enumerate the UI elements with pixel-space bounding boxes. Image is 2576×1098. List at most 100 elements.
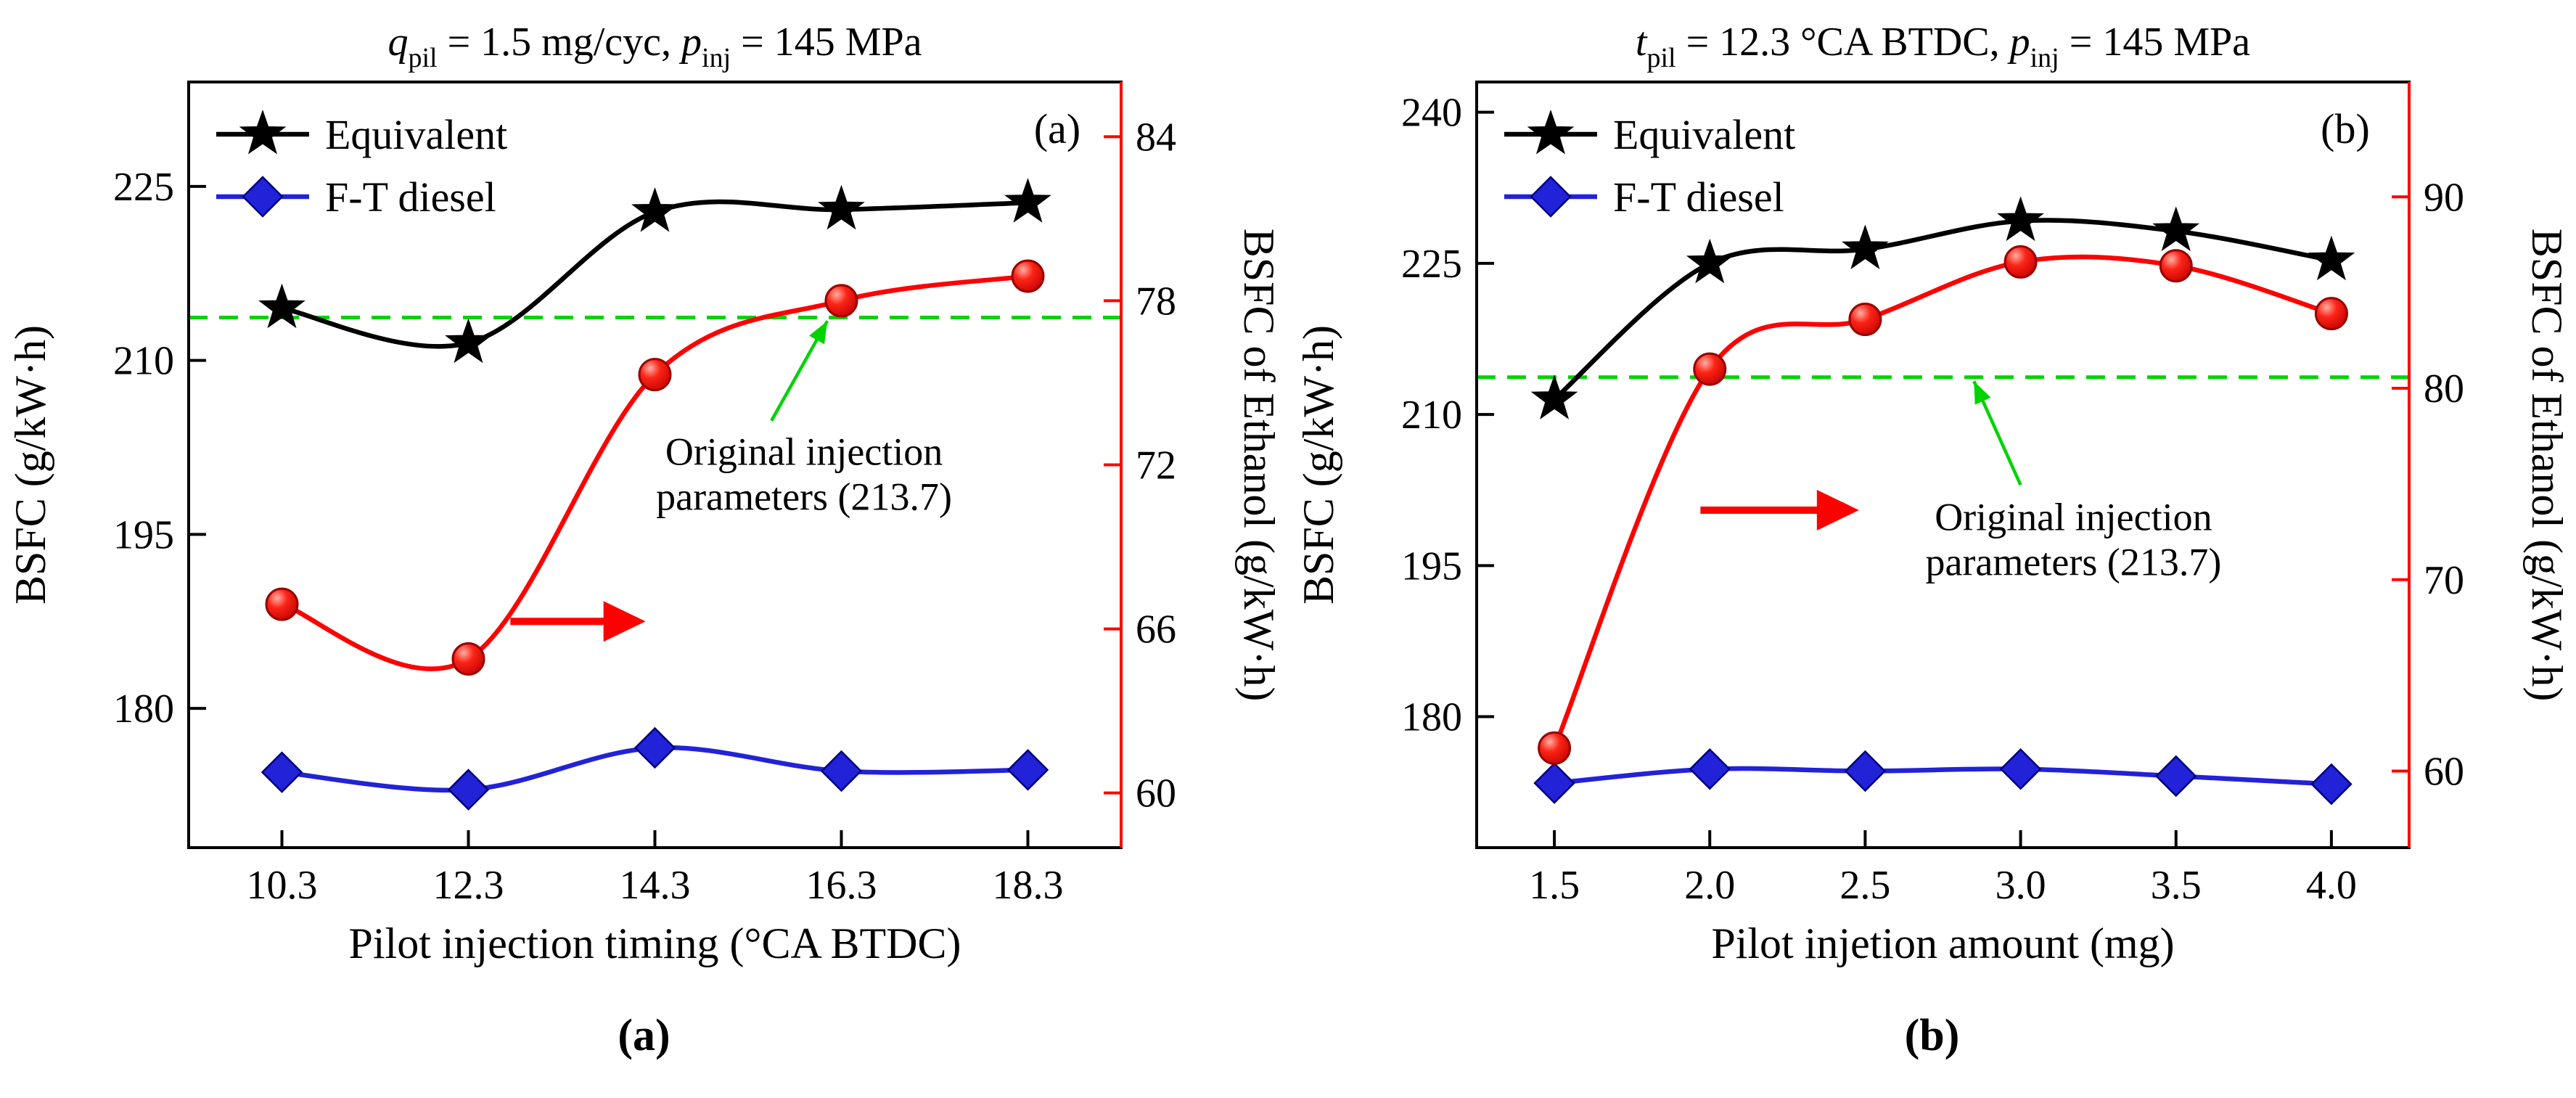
series-bsfc-of-ethanol [265,259,1045,676]
x-tick-label: 1.5 [1529,863,1580,908]
y-axis-right: 60 70 80 90 BSFC of Ethanol (g/kW·h) [2392,175,2571,795]
annotation-line: parameters (213.7) [656,475,952,519]
series-bsfc-of-ethanol [1538,245,2348,765]
x-tick-label: 3.0 [1995,863,2046,908]
circle-marker [638,358,672,392]
y-right-axis-label: BSFC of Ethanol (g/kW·h) [1235,229,1283,702]
y-left-tick-label: 180 [113,687,174,732]
star-marker [1004,178,1051,223]
legend: Equivalent F-T diesel [1504,109,1795,221]
diamond-marker [1006,749,1049,791]
circle-marker [1848,303,1882,337]
star-marker [2152,206,2200,251]
x-tick-label: 18.3 [993,863,1064,908]
y-right-tick-label: 72 [1136,443,1176,488]
legend-label: F-T diesel [1613,173,1784,221]
annotation-line: Original injection [665,430,943,474]
x-tick-label: 12.3 [433,863,504,908]
chart-panel-a: qpil = 1.5 mg/cyc, pinj = 145 MPa 10.3 12.… [7,20,1283,1060]
y-axis-left: 180 195 210 225 BSFC (g/kW·h) [7,165,206,732]
diamond-marker [1689,747,1731,790]
x-axis: 10.3 12.3 14.3 16.3 18.3 Pilot injection timi… [247,830,1064,967]
star-marker [1530,374,1578,419]
circle-marker [1011,259,1045,293]
star-marker [1686,238,1734,284]
circle-marker [2003,245,2038,279]
star-marker [445,318,492,364]
axis-direction-arrow [1700,489,1859,530]
series-equivalent [258,178,1051,364]
chart-panel-b: tpil = 12.3 °CA BTDC, pinj = 145 MPa 1.5 2… [1288,0,2576,1098]
legend-label: Equivalent [1613,111,1795,158]
series-f-t-diesel [261,726,1049,811]
diamond-marker [1999,747,2042,790]
y-right-tick-label: 90 [2424,175,2464,220]
corner-label: (b) [2321,105,2370,152]
diamond-marker [633,726,676,769]
legend-label: F-T diesel [325,173,496,221]
y-axis-right: 60 66 72 78 84 BSFC of Ethanol (g/kW·h) [1104,115,1283,816]
diamond-marker [1533,762,1575,804]
annotation-arrowhead [809,321,828,345]
diamond-marker [261,751,303,793]
star-marker [1527,109,1575,155]
x-tick-label: 3.5 [2151,863,2202,908]
diamond-marker [447,769,490,811]
circle-marker [824,284,858,318]
series-equivalent [1530,196,2355,419]
diamond-marker [2310,763,2353,806]
corner-label: (a) [1034,105,1080,152]
x-tick-label: 10.3 [247,863,318,908]
chart-a: qpil = 1.5 mg/cyc, pinj = 145 MPa 10.3 12.… [7,20,1283,967]
chart-title: tpil = 12.3 °CA BTDC, pinj = 145 MPa [1636,20,2250,73]
x-tick-label: 4.0 [2306,863,2357,908]
y-left-tick-label: 180 [1401,695,1462,740]
y-right-tick-label: 70 [2424,558,2464,603]
x-tick-label: 2.0 [1684,863,1735,908]
y-right-tick-label: 60 [1136,771,1176,816]
circle-marker [265,587,299,621]
y-left-axis-label: BSFC (g/kW·h) [7,325,54,605]
y-left-tick-label: 225 [113,165,174,210]
series-f-t-diesel [1533,747,2353,806]
x-tick-label: 16.3 [806,863,877,908]
legend-label: Equivalent [325,111,507,158]
star-marker [2308,235,2355,281]
x-axis-label: Pilot injection timing (°CA BTDC) [348,919,961,967]
circle-marker [1693,352,1727,386]
chart-title: qpil = 1.5 mg/cyc, pinj = 145 MPa [387,20,922,73]
y-right-tick-label: 66 [1136,607,1176,652]
y-left-tick-label: 240 [1401,91,1462,136]
circle-marker [2159,249,2193,283]
x-tick-label: 2.5 [1839,863,1890,908]
y-left-axis-label: BSFC (g/kW·h) [1295,325,1342,605]
star-marker [631,187,678,232]
star-marker [1842,224,1889,269]
axis-direction-arrow [510,601,646,642]
y-left-tick-label: 210 [113,339,174,384]
annotation-line: Original injection [1935,496,2212,539]
y-left-tick-label: 195 [1401,544,1462,589]
x-axis: 1.5 2.0 2.5 3.0 3.5 4.0 Pilot injetion amount … [1529,830,2357,967]
caption-a: (a) [618,1011,670,1060]
legend: Equivalent F-T diesel [216,109,507,221]
chart-b: tpil = 12.3 °CA BTDC, pinj = 145 MPa 1.5 2… [1295,20,2571,967]
diamond-marker [820,750,863,792]
circle-marker [451,642,485,676]
annotation-line: parameters (213.7) [1925,541,2221,584]
y-right-tick-label: 60 [2424,750,2464,795]
y-right-tick-label: 78 [1136,279,1176,324]
y-right-tick-label: 84 [1136,115,1176,160]
y-left-tick-label: 225 [1401,242,1462,287]
y-left-tick-label: 195 [113,512,174,557]
y-axis-left: 180 195 210 225 240 BSFC (g/kW·h) [1295,91,1494,740]
caption-b: (b) [1904,1011,1960,1060]
circle-marker [2314,297,2348,331]
star-marker [818,184,865,230]
star-marker [258,283,305,329]
y-right-axis-label: BSFC of Ethanol (g/kW·h) [2523,229,2571,702]
diamond-marker [1844,750,1887,792]
